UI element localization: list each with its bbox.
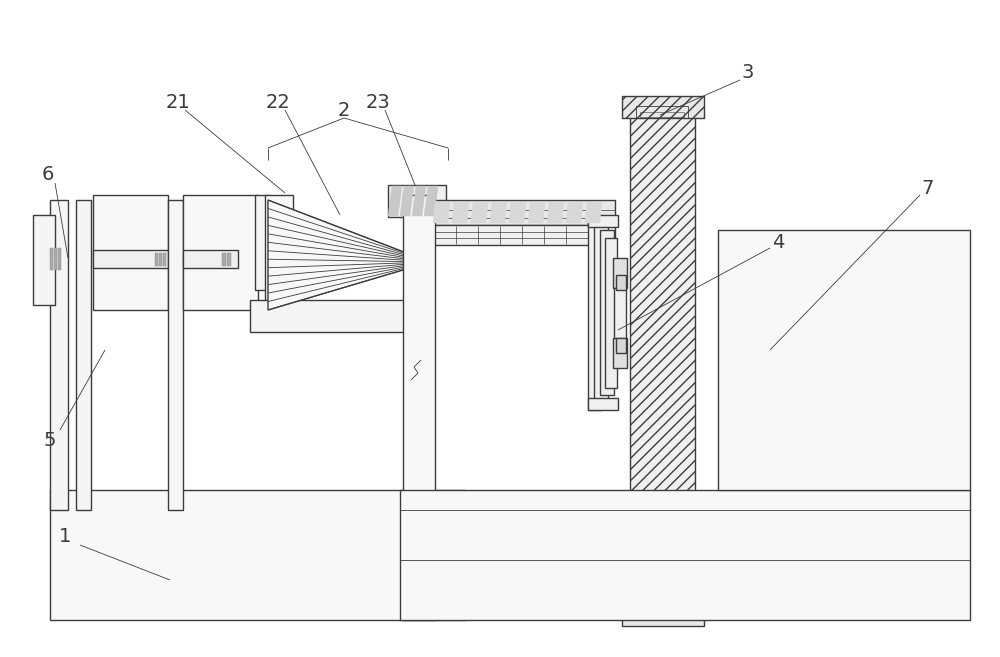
Bar [616,338,626,353]
Bar [388,185,446,217]
Bar [400,490,970,620]
Bar [400,510,970,560]
Text: 2: 2 [338,101,350,120]
Bar [622,611,704,626]
Bar [588,398,618,410]
Bar [636,106,688,118]
Bar [155,253,158,266]
Polygon shape [412,186,426,216]
Bar [183,195,258,310]
Bar [76,200,91,510]
Bar [614,288,626,338]
Text: 1: 1 [59,528,71,547]
Polygon shape [547,202,564,223]
Text: 7: 7 [922,179,934,198]
Polygon shape [490,202,507,223]
Bar [718,230,970,490]
Text: 22: 22 [266,93,290,112]
Bar [168,200,183,510]
Bar [403,195,435,620]
Text: 5: 5 [44,430,56,449]
Bar [600,230,614,395]
Bar [616,275,626,290]
Polygon shape [268,200,430,310]
Bar [640,112,684,117]
Bar [588,215,618,227]
Polygon shape [585,202,602,223]
Bar [50,200,68,510]
Bar [630,100,695,615]
Bar [222,253,226,266]
Text: 21: 21 [166,93,190,112]
Bar [613,338,627,368]
Bar [430,200,615,225]
Polygon shape [528,202,545,223]
Bar [594,222,608,402]
Bar [54,248,57,270]
Bar [58,248,61,270]
Bar [163,253,166,266]
Text: 3: 3 [742,64,754,83]
Polygon shape [433,202,450,223]
Bar [33,215,55,305]
Text: 4: 4 [772,233,784,252]
Bar [159,253,162,266]
Polygon shape [424,186,438,216]
Bar [588,215,602,410]
Bar [183,250,238,268]
Polygon shape [452,202,469,223]
Bar [50,248,53,270]
Bar [430,225,615,245]
Polygon shape [566,202,583,223]
Text: 6: 6 [42,166,54,185]
Bar [265,195,293,310]
Bar [50,490,465,620]
Text: 23: 23 [366,93,390,112]
Bar [227,253,231,266]
Polygon shape [400,186,414,216]
Polygon shape [471,202,488,223]
Bar [605,238,617,388]
Bar [613,258,627,288]
Bar [622,96,704,118]
Polygon shape [509,202,526,223]
Polygon shape [388,186,402,216]
Bar [93,195,168,310]
Bar [93,250,168,268]
Bar [250,300,405,332]
Bar [255,195,270,290]
